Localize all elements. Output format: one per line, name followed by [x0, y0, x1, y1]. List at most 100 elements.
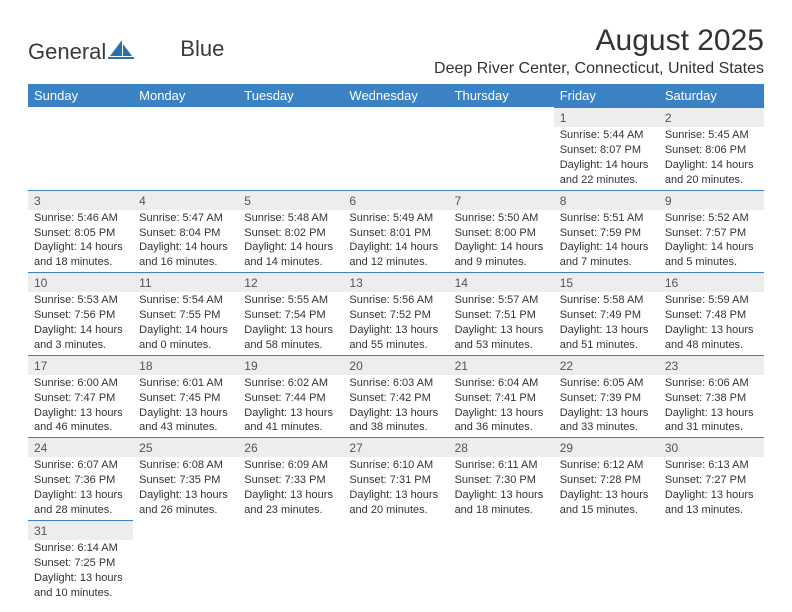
- calendar-day-cell: 29Sunrise: 6:12 AMSunset: 7:28 PMDayligh…: [554, 437, 659, 520]
- weekday-header: Wednesday: [343, 84, 448, 107]
- sunrise-text: Sunrise: 5:45 AM: [665, 128, 758, 143]
- day-number: 13: [343, 272, 448, 292]
- weekday-header: Friday: [554, 84, 659, 107]
- sunset-text: Sunset: 8:07 PM: [560, 143, 653, 158]
- calendar-day-cell: 20Sunrise: 6:03 AMSunset: 7:42 PMDayligh…: [343, 355, 448, 438]
- day-body: Sunrise: 6:06 AMSunset: 7:38 PMDaylight:…: [659, 375, 764, 437]
- daylight-text: Daylight: 13 hours and 46 minutes.: [34, 406, 127, 436]
- day-number: 1: [554, 107, 659, 127]
- brand-logo: General Blue: [28, 24, 224, 66]
- sunset-text: Sunset: 7:35 PM: [139, 473, 232, 488]
- calendar-day-cell: 16Sunrise: 5:59 AMSunset: 7:48 PMDayligh…: [659, 272, 764, 355]
- calendar-day-cell: 1Sunrise: 5:44 AMSunset: 8:07 PMDaylight…: [554, 107, 659, 190]
- sunset-text: Sunset: 7:38 PM: [665, 391, 758, 406]
- day-number: 27: [343, 437, 448, 457]
- sunrise-text: Sunrise: 6:01 AM: [139, 376, 232, 391]
- location-subtitle: Deep River Center, Connecticut, United S…: [434, 60, 764, 78]
- day-body: Sunrise: 5:48 AMSunset: 8:02 PMDaylight:…: [238, 210, 343, 272]
- day-number: 30: [659, 437, 764, 457]
- daylight-text: Daylight: 14 hours and 12 minutes.: [349, 240, 442, 270]
- sunset-text: Sunset: 7:48 PM: [665, 308, 758, 323]
- calendar-day-cell: [238, 520, 343, 603]
- sunrise-text: Sunrise: 6:12 AM: [560, 458, 653, 473]
- day-number: 14: [449, 272, 554, 292]
- calendar-day-cell: [554, 520, 659, 603]
- day-body: Sunrise: 6:10 AMSunset: 7:31 PMDaylight:…: [343, 457, 448, 519]
- daylight-text: Daylight: 14 hours and 14 minutes.: [244, 240, 337, 270]
- sunset-text: Sunset: 7:25 PM: [34, 556, 127, 571]
- calendar-week-row: 17Sunrise: 6:00 AMSunset: 7:47 PMDayligh…: [28, 355, 764, 438]
- weekday-header: Saturday: [659, 84, 764, 107]
- day-number: 5: [238, 190, 343, 210]
- daylight-text: Daylight: 13 hours and 43 minutes.: [139, 406, 232, 436]
- daylight-text: Daylight: 13 hours and 53 minutes.: [455, 323, 548, 353]
- daylight-text: Daylight: 14 hours and 7 minutes.: [560, 240, 653, 270]
- calendar-day-cell: 14Sunrise: 5:57 AMSunset: 7:51 PMDayligh…: [449, 272, 554, 355]
- day-number: 29: [554, 437, 659, 457]
- sunset-text: Sunset: 7:28 PM: [560, 473, 653, 488]
- calendar-day-cell: 5Sunrise: 5:48 AMSunset: 8:02 PMDaylight…: [238, 190, 343, 273]
- daylight-text: Daylight: 13 hours and 26 minutes.: [139, 488, 232, 518]
- day-number: 12: [238, 272, 343, 292]
- daylight-text: Daylight: 14 hours and 22 minutes.: [560, 158, 653, 188]
- day-number: 17: [28, 355, 133, 375]
- sunset-text: Sunset: 8:04 PM: [139, 226, 232, 241]
- day-number: 20: [343, 355, 448, 375]
- sunset-text: Sunset: 7:47 PM: [34, 391, 127, 406]
- daylight-text: Daylight: 13 hours and 20 minutes.: [349, 488, 442, 518]
- sunrise-text: Sunrise: 6:02 AM: [244, 376, 337, 391]
- day-number: 23: [659, 355, 764, 375]
- sunrise-text: Sunrise: 6:04 AM: [455, 376, 548, 391]
- sunset-text: Sunset: 7:27 PM: [665, 473, 758, 488]
- day-number: 6: [343, 190, 448, 210]
- empty-day-header: [133, 107, 238, 125]
- daylight-text: Daylight: 13 hours and 48 minutes.: [665, 323, 758, 353]
- calendar-day-cell: [449, 107, 554, 190]
- calendar-day-cell: 8Sunrise: 5:51 AMSunset: 7:59 PMDaylight…: [554, 190, 659, 273]
- sunrise-text: Sunrise: 5:57 AM: [455, 293, 548, 308]
- sunrise-text: Sunrise: 5:47 AM: [139, 211, 232, 226]
- sunset-text: Sunset: 7:39 PM: [560, 391, 653, 406]
- day-body: Sunrise: 5:54 AMSunset: 7:55 PMDaylight:…: [133, 292, 238, 354]
- daylight-text: Daylight: 13 hours and 55 minutes.: [349, 323, 442, 353]
- sunset-text: Sunset: 7:49 PM: [560, 308, 653, 323]
- sail-icon: [108, 38, 136, 60]
- sunset-text: Sunset: 7:41 PM: [455, 391, 548, 406]
- sunrise-text: Sunrise: 5:54 AM: [139, 293, 232, 308]
- calendar-day-cell: 28Sunrise: 6:11 AMSunset: 7:30 PMDayligh…: [449, 437, 554, 520]
- calendar-day-cell: [133, 107, 238, 190]
- sunrise-text: Sunrise: 6:10 AM: [349, 458, 442, 473]
- day-body: Sunrise: 6:08 AMSunset: 7:35 PMDaylight:…: [133, 457, 238, 519]
- daylight-text: Daylight: 14 hours and 18 minutes.: [34, 240, 127, 270]
- day-number: 10: [28, 272, 133, 292]
- sunset-text: Sunset: 7:36 PM: [34, 473, 127, 488]
- calendar-week-row: 1Sunrise: 5:44 AMSunset: 8:07 PMDaylight…: [28, 107, 764, 190]
- calendar-day-cell: 24Sunrise: 6:07 AMSunset: 7:36 PMDayligh…: [28, 437, 133, 520]
- day-body: Sunrise: 6:02 AMSunset: 7:44 PMDaylight:…: [238, 375, 343, 437]
- day-body: Sunrise: 5:52 AMSunset: 7:57 PMDaylight:…: [659, 210, 764, 272]
- day-body: Sunrise: 5:45 AMSunset: 8:06 PMDaylight:…: [659, 127, 764, 189]
- day-body: Sunrise: 5:51 AMSunset: 7:59 PMDaylight:…: [554, 210, 659, 272]
- sunset-text: Sunset: 7:54 PM: [244, 308, 337, 323]
- day-body: Sunrise: 5:49 AMSunset: 8:01 PMDaylight:…: [343, 210, 448, 272]
- sunrise-text: Sunrise: 6:14 AM: [34, 541, 127, 556]
- day-body: Sunrise: 6:00 AMSunset: 7:47 PMDaylight:…: [28, 375, 133, 437]
- calendar-week-row: 24Sunrise: 6:07 AMSunset: 7:36 PM Dayligh…: [28, 437, 764, 520]
- sunrise-text: Sunrise: 5:48 AM: [244, 211, 337, 226]
- sunrise-text: Sunrise: 6:03 AM: [349, 376, 442, 391]
- sunset-text: Sunset: 7:45 PM: [139, 391, 232, 406]
- calendar-day-cell: 10Sunrise: 5:53 AMSunset: 7:56 PMDayligh…: [28, 272, 133, 355]
- sunset-text: Sunset: 7:30 PM: [455, 473, 548, 488]
- day-body: Sunrise: 5:59 AMSunset: 7:48 PMDaylight:…: [659, 292, 764, 354]
- daylight-text: Daylight: 13 hours and 15 minutes.: [560, 488, 653, 518]
- sunrise-text: Sunrise: 6:07 AM: [34, 458, 127, 473]
- day-body: Sunrise: 5:53 AMSunset: 7:56 PMDaylight:…: [28, 292, 133, 354]
- daylight-text: Daylight: 13 hours and 10 minutes.: [34, 571, 127, 601]
- calendar-day-cell: 27Sunrise: 6:10 AMSunset: 7:31 PMDayligh…: [343, 437, 448, 520]
- sunrise-text: Sunrise: 6:00 AM: [34, 376, 127, 391]
- calendar-day-cell: [238, 107, 343, 190]
- day-body: Sunrise: 6:03 AMSunset: 7:42 PMDaylight:…: [343, 375, 448, 437]
- day-number: 25: [133, 437, 238, 457]
- day-number: 24: [28, 437, 133, 457]
- sunrise-text: Sunrise: 5:46 AM: [34, 211, 127, 226]
